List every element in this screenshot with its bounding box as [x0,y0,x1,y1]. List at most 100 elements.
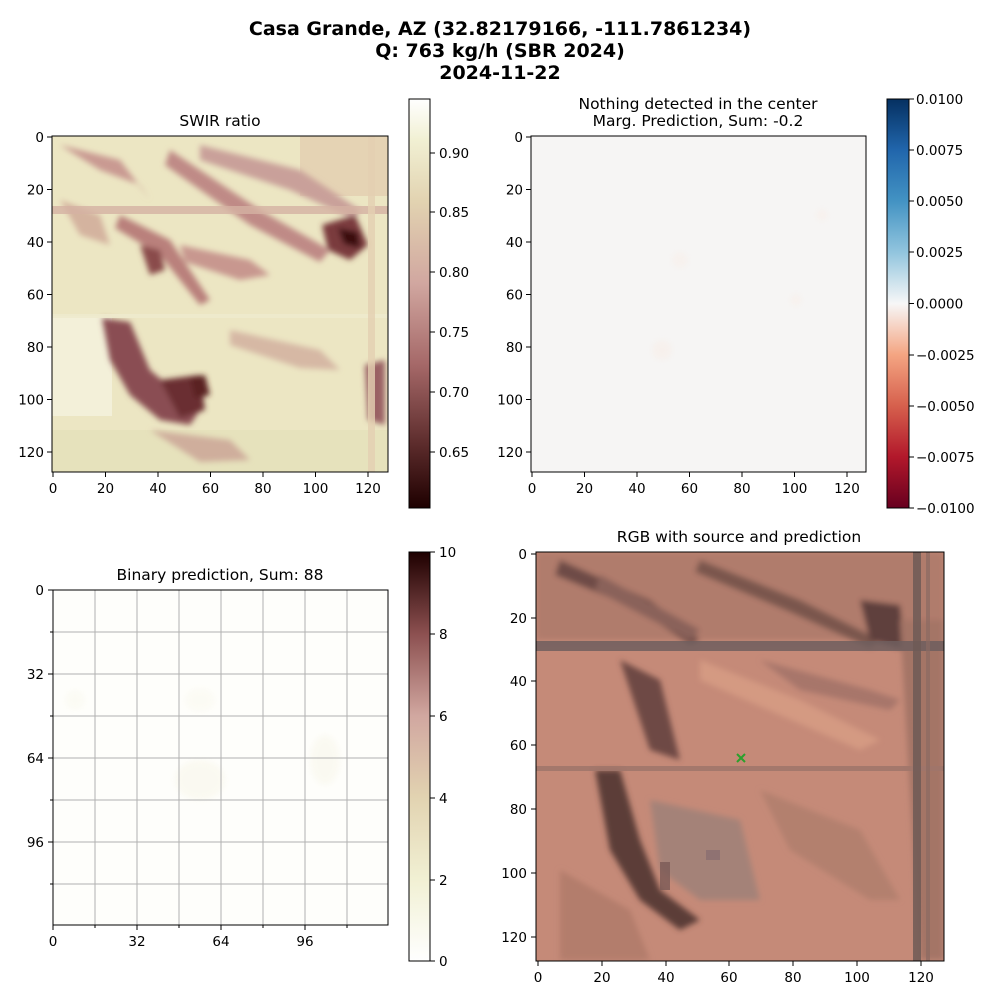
swir-cbar-tick: 0.75 [439,325,469,341]
rgb-x-tick: 120 [908,970,934,986]
marg-cbar-tick: −0.0075 [916,450,975,466]
marg-y-tick: 120 [497,445,523,461]
rgb-y-tick: 40 [510,674,527,690]
binary-x-axis: 0 32 64 96 [49,925,348,950]
marg-cbar-tick: 0.0000 [916,297,963,313]
marg-cbar-tick: 0.0050 [916,194,963,210]
swir-x-tick: 120 [355,481,381,497]
rgb-x-tick: 100 [844,970,870,986]
marg-x-tick: 120 [834,481,860,497]
marg-cbar-tick: −0.0100 [916,501,975,517]
swir-cbar-tick: 0.85 [439,205,469,221]
swir-y-axis: 0 20 40 60 80 100 120 [18,130,52,461]
rgb-x-tick: 80 [784,970,801,986]
marg-y-tick: 40 [506,235,523,251]
marg-y-tick: 0 [514,130,523,146]
swir-x-tick: 60 [202,481,219,497]
marg-colorbar: 0.0100 0.0075 0.0050 0.0025 0.0000 −0.00… [886,92,975,517]
figure-title-line-3: 2024-11-22 [439,62,561,84]
rgb-title: RGB with source and prediction [617,528,861,546]
rgb-y-tick: 60 [510,738,527,754]
binary-x-tick: 32 [128,934,145,950]
rgb-panel: RGB with source and prediction [501,528,945,986]
rgb-source-marker [736,753,746,763]
swir-cbar-tick: 0.65 [439,445,469,461]
marg-cbar-tick: −0.0025 [916,348,975,364]
binary-y-tick: 64 [27,751,44,767]
marg-title-line-2: Marg. Prediction, Sum: -0.2 [593,112,804,130]
swir-title: SWIR ratio [179,112,260,130]
marg-x-tick: 0 [528,481,537,497]
swir-x-tick: 0 [49,481,58,497]
swir-cbar-tick: 0.90 [439,146,469,162]
rgb-y-tick: 100 [501,866,527,882]
rgb-x-tick: 60 [720,970,737,986]
marg-cbar-tick: 0.0100 [916,92,963,108]
rgb-x-tick: 40 [657,970,674,986]
binary-panel: Binary prediction, Sum: 88 [27,545,456,970]
swir-image [52,136,388,472]
rgb-x-tick: 0 [534,970,543,986]
marg-y-tick: 80 [506,340,523,356]
binary-y-tick: 0 [35,583,44,599]
swir-cbar-tick: 0.70 [439,385,469,401]
swir-colorbar: 0.65 0.70 0.75 0.80 0.85 0.90 [408,98,469,509]
binary-cbar-tick: 6 [439,709,448,725]
binary-cbar-tick: 0 [439,954,448,970]
swir-y-tick: 40 [27,235,44,251]
marg-x-tick: 80 [733,481,750,497]
marg-title-line-1: Nothing detected in the center [578,95,818,113]
marg-image [531,136,866,472]
binary-cbar-tick: 2 [439,873,448,889]
rgb-y-axis: 0 20 40 60 80 100 120 [501,547,536,946]
swir-x-tick: 40 [149,481,166,497]
binary-title: Binary prediction, Sum: 88 [117,566,324,584]
rgb-y-tick: 0 [518,547,527,563]
marg-y-tick: 60 [506,288,523,304]
swir-cbar-tick: 0.80 [439,265,469,281]
marg-y-tick: 100 [497,393,523,409]
swir-y-tick: 120 [18,445,44,461]
marg-y-tick: 20 [506,183,523,199]
marg-cbar-tick: 0.0075 [916,143,963,159]
figure-title-line-2: Q: 763 kg/h (SBR 2024) [375,40,625,62]
binary-cbar-tick: 10 [439,545,456,561]
rgb-y-tick: 80 [510,802,527,818]
swir-x-tick: 20 [97,481,114,497]
marg-cbar-tick: 0.0025 [916,245,963,261]
binary-colorbar: 10 8 6 4 2 0 [408,545,456,970]
swir-x-axis: 0 20 40 60 80 100 120 [49,472,381,497]
swir-y-tick: 60 [27,288,44,304]
swir-x-tick: 100 [303,481,329,497]
swir-x-tick: 80 [254,481,271,497]
rgb-x-tick: 20 [593,970,610,986]
binary-y-tick: 32 [27,667,44,683]
marg-x-tick: 20 [576,481,593,497]
binary-x-tick: 96 [296,934,313,950]
rgb-y-tick: 120 [501,930,527,946]
marg-y-axis: 0 20 40 60 80 100 120 [497,130,531,461]
swir-y-tick: 0 [35,130,44,146]
swir-panel: SWIR ratio [18,98,469,509]
swir-y-tick: 20 [27,183,44,199]
swir-y-tick: 80 [27,340,44,356]
marg-x-tick: 60 [681,481,698,497]
binary-image [53,590,388,925]
binary-x-tick: 64 [212,934,229,950]
binary-y-axis: 0 32 64 96 [27,583,53,885]
binary-cbar-tick: 8 [439,627,448,643]
rgb-x-axis: 0 20 40 60 80 100 120 [534,961,934,986]
marg-x-axis: 0 20 40 60 80 100 120 [528,472,860,497]
binary-x-tick: 0 [49,934,58,950]
marg-x-tick: 40 [628,481,645,497]
marg-cbar-tick: −0.0050 [916,399,975,415]
rgb-y-tick: 20 [510,611,527,627]
marg-panel: Nothing detected in the center Marg. Pre… [497,92,974,517]
rgb-image [536,552,944,961]
marg-x-tick: 100 [782,481,808,497]
binary-cbar-tick: 4 [439,791,448,807]
figure-title-line-1: Casa Grande, AZ (32.82179166, -111.78612… [249,18,751,40]
binary-y-tick: 96 [27,835,44,851]
swir-y-tick: 100 [18,393,44,409]
